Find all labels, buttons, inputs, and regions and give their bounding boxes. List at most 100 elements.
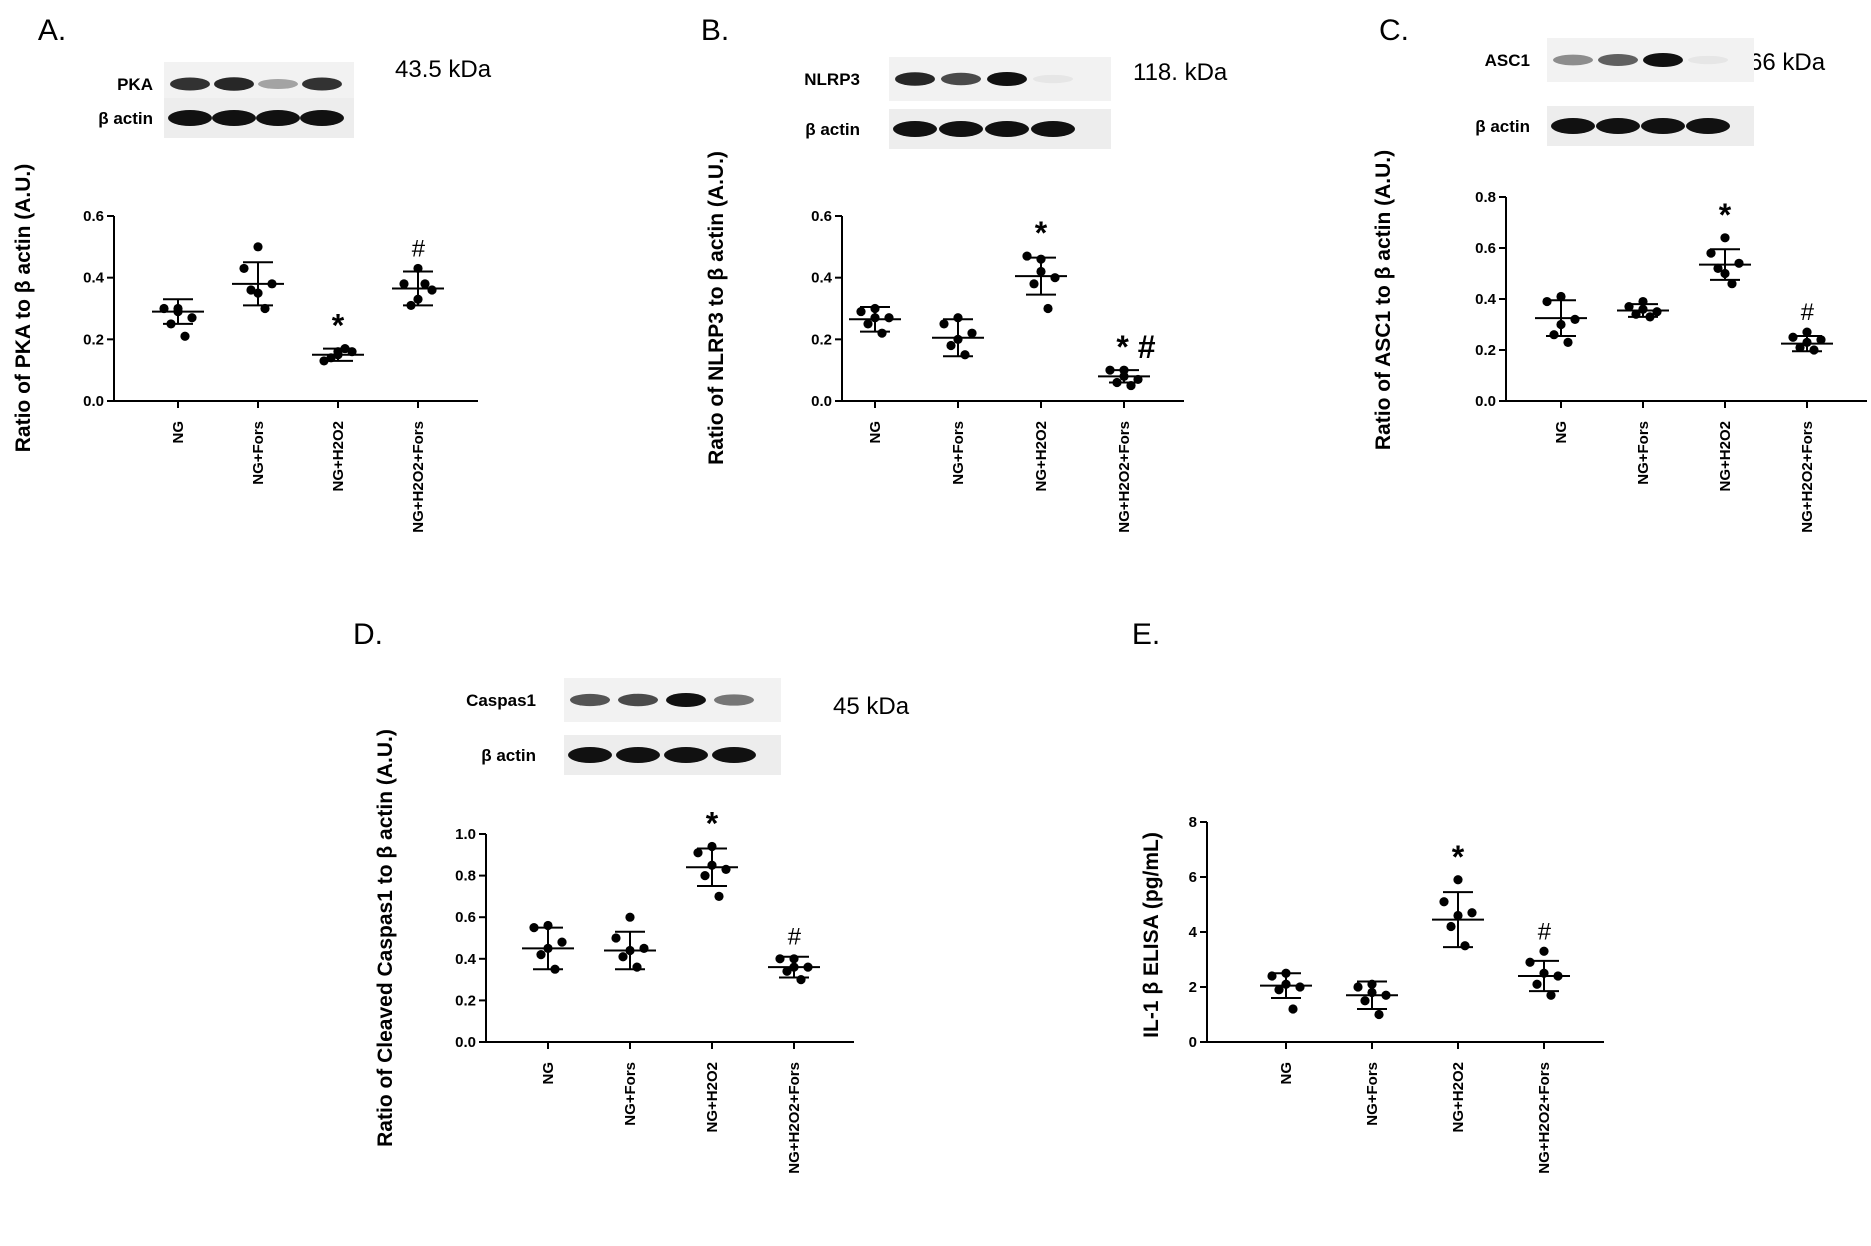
blot-band <box>1688 55 1728 65</box>
data-point <box>1638 304 1648 314</box>
western-blot: PKA β actin 43.5 kDa <box>98 56 492 138</box>
data-point <box>1802 327 1812 337</box>
significance-marker: # <box>411 235 425 262</box>
data-point <box>1112 377 1122 388</box>
data-point <box>406 300 416 311</box>
y-tick-label: 0.8 <box>1475 189 1496 206</box>
data-point <box>1553 971 1563 981</box>
data-point <box>1809 345 1819 355</box>
data-point <box>953 313 963 323</box>
x-tick-label: NG+Fors <box>622 1062 639 1126</box>
blot-actin-label: β actin <box>481 746 536 765</box>
data-point <box>967 328 977 338</box>
data-point <box>1353 982 1363 992</box>
data-point <box>1439 897 1449 907</box>
y-tick-label: 0.8 <box>455 868 476 885</box>
significance-marker: * <box>1719 197 1732 233</box>
blot-band <box>168 110 212 126</box>
data-point <box>1727 279 1737 289</box>
data-point <box>1281 979 1291 989</box>
data-point <box>413 294 423 304</box>
data-point <box>789 954 799 964</box>
data-point <box>693 848 703 858</box>
blot-target-label: Caspas1 <box>466 691 536 710</box>
panel-d: D. Caspas1 β actin 45 kDa 0.0 0.2 0.4 0.6 0.8 1.0… <box>353 618 910 1174</box>
blot-band <box>170 77 210 91</box>
data-point <box>1460 941 1470 951</box>
y-tick-label: 0.2 <box>1475 342 1496 359</box>
blot-band <box>1686 118 1730 134</box>
data-point <box>618 952 628 962</box>
blot-band <box>893 121 937 137</box>
data-point <box>721 864 731 874</box>
data-point <box>267 279 277 289</box>
blot-band <box>712 747 756 763</box>
significance-marker: * <box>1452 839 1465 875</box>
significance-marker: # <box>1800 299 1814 326</box>
data-point <box>1446 921 1456 932</box>
data-point <box>543 943 553 954</box>
data-point <box>260 303 270 314</box>
y-tick-label: 0.4 <box>83 270 105 287</box>
blot-band <box>987 72 1027 86</box>
data-point <box>870 303 880 314</box>
data-point <box>1453 910 1463 921</box>
data-point <box>789 962 799 972</box>
data-point <box>1645 312 1655 322</box>
blot-band <box>1553 54 1593 66</box>
data-point <box>1546 990 1556 1000</box>
blot-band <box>895 72 935 86</box>
y-tick-label: 0.0 <box>811 393 832 410</box>
data-point <box>870 313 880 323</box>
data-point <box>1706 248 1716 258</box>
data-point <box>1624 302 1634 312</box>
y-tick-label: 0 <box>1189 1034 1197 1051</box>
blot-band <box>1598 54 1638 66</box>
x-tick-label: NG+H2O2+Fors <box>410 421 427 533</box>
x-tick-label: NG+H2O2 <box>1450 1062 1467 1132</box>
y-tick-label: 0.6 <box>455 909 476 926</box>
data-point <box>1816 335 1826 345</box>
data-point <box>1029 279 1039 289</box>
data-point <box>1453 875 1463 885</box>
data-point <box>700 871 710 881</box>
x-tick-label: NG+Fors <box>250 421 267 485</box>
y-tick-label: 0.2 <box>455 992 476 1009</box>
blot-band <box>256 110 300 126</box>
data-point <box>1532 979 1542 989</box>
panel-letter: E. <box>1132 618 1160 651</box>
data-point <box>632 962 642 972</box>
data-point <box>1374 1009 1384 1020</box>
data-point <box>707 841 717 852</box>
x-tick-label: NG+H2O2+Fors <box>1799 421 1816 533</box>
data-point <box>1525 957 1535 967</box>
blot-band <box>1551 118 1595 134</box>
data-point <box>611 933 621 943</box>
x-tick-label: NG+Fors <box>1635 421 1652 485</box>
data-point <box>1036 254 1046 264</box>
data-point <box>707 860 717 870</box>
y-tick-label: 0.0 <box>83 393 104 410</box>
blot-actin-label: β actin <box>1475 117 1530 136</box>
data-point <box>625 945 635 956</box>
blot-kda-label: 118. kDa <box>1133 59 1228 86</box>
data-point <box>246 285 256 295</box>
data-point <box>557 937 567 947</box>
y-tick-label: 0.4 <box>1475 291 1497 308</box>
western-blot: Caspas1 β actin 45 kDa <box>466 678 910 775</box>
blot-band <box>618 693 658 707</box>
data-point <box>1542 296 1552 307</box>
data-point <box>399 279 409 289</box>
y-tick-label: 1.0 <box>455 826 476 843</box>
data-point <box>877 328 887 338</box>
panel-letter: A. <box>38 14 66 47</box>
significance-marker: * # <box>1116 329 1155 365</box>
data-point <box>239 263 249 274</box>
blot-band <box>212 110 256 126</box>
y-tick-label: 0.0 <box>455 1034 476 1051</box>
data-point <box>1788 332 1798 342</box>
x-tick-label: NG <box>867 421 884 444</box>
x-tick-label: NG <box>1553 421 1570 444</box>
data-point <box>1802 337 1812 347</box>
